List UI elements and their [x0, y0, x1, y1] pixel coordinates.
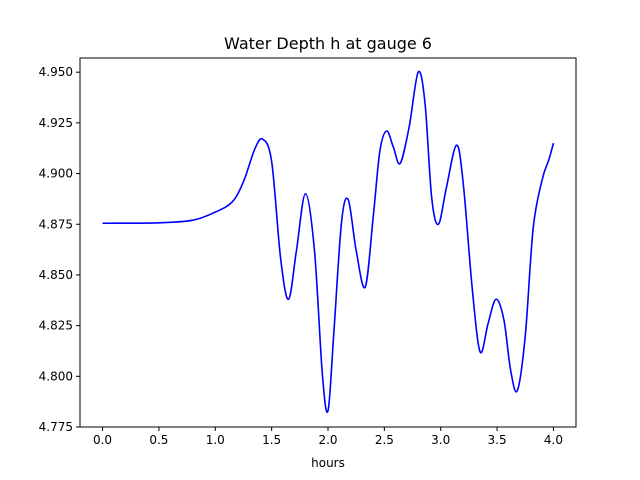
x-tick-label: 1.5 — [262, 433, 281, 447]
x-axis-label: hours — [311, 456, 345, 470]
x-tick-label: 1.0 — [206, 433, 225, 447]
x-tick-label: 3.0 — [431, 433, 450, 447]
y-tick-label: 4.950 — [39, 65, 73, 79]
y-tick-label: 4.925 — [39, 116, 73, 130]
plot-area — [102, 70, 555, 413]
x-tick-label: 0.5 — [149, 433, 168, 447]
x-axis: 0.0 0.5 1.0 1.5 2.0 2.5 3.0 3.5 4.0 — [93, 427, 563, 447]
y-tick-label: 4.875 — [39, 217, 73, 231]
x-tick-label: 3.5 — [488, 433, 507, 447]
x-tick-label: 2.0 — [318, 433, 337, 447]
x-tick-label: 2.5 — [375, 433, 394, 447]
y-tick-label: 4.850 — [39, 268, 73, 282]
chart-title: Water Depth h at gauge 6 — [224, 34, 432, 53]
y-tick-label: 4.825 — [39, 319, 73, 333]
y-axis: 4.775 4.800 4.825 4.850 4.875 4.900 4.925 4.950 — [39, 65, 80, 434]
x-tick-label: 4.0 — [544, 433, 563, 447]
y-tick-label: 4.775 — [39, 420, 73, 434]
x-tick-label: 0.0 — [93, 433, 112, 447]
series-line-0 — [102, 70, 555, 413]
y-tick-label: 4.900 — [39, 167, 73, 181]
y-tick-label: 4.800 — [39, 369, 73, 383]
